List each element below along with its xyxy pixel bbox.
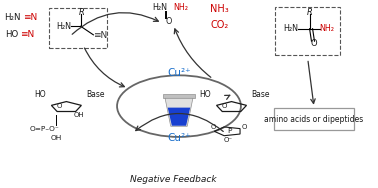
Text: O: O [222,103,227,109]
Text: O: O [211,124,216,130]
Text: NH₃: NH₃ [210,4,229,14]
Text: O⁻: O⁻ [224,137,233,143]
Text: H₂N: H₂N [284,24,298,33]
Text: O: O [56,103,62,109]
Text: ≡N: ≡N [23,13,37,22]
Text: OH: OH [51,135,62,141]
Text: O: O [311,39,318,48]
Text: HO: HO [6,30,19,39]
Text: O: O [165,17,172,26]
Text: H₂N: H₂N [5,13,21,22]
Text: H₂N: H₂N [153,3,168,12]
Bar [48,8,107,48]
Bar [276,7,340,55]
Text: Base: Base [251,90,270,99]
Polygon shape [168,108,190,126]
Text: ≡N: ≡N [93,31,107,40]
Text: R: R [79,8,85,17]
Text: amino acids or dipeptides: amino acids or dipeptides [265,115,364,124]
Polygon shape [165,98,193,126]
Text: Cu²⁺: Cu²⁺ [167,133,191,143]
Text: Base: Base [86,90,104,99]
Text: HO: HO [34,90,46,99]
Text: O: O [241,124,246,130]
Text: HO: HO [200,90,211,99]
Text: P: P [228,128,232,134]
Text: R: R [307,8,313,17]
Text: O=P–O⁻: O=P–O⁻ [29,126,59,132]
Text: H₂N: H₂N [56,22,71,31]
Text: NH₂: NH₂ [174,3,188,12]
Polygon shape [163,94,195,98]
Text: Cu²⁺: Cu²⁺ [167,67,191,77]
Text: NH₂: NH₂ [320,24,335,33]
Bar [274,108,355,130]
Text: OH: OH [73,112,84,118]
Text: Negative Feedback: Negative Feedback [130,175,217,184]
Text: ≡N: ≡N [20,30,34,39]
Text: CO₂: CO₂ [210,20,228,30]
